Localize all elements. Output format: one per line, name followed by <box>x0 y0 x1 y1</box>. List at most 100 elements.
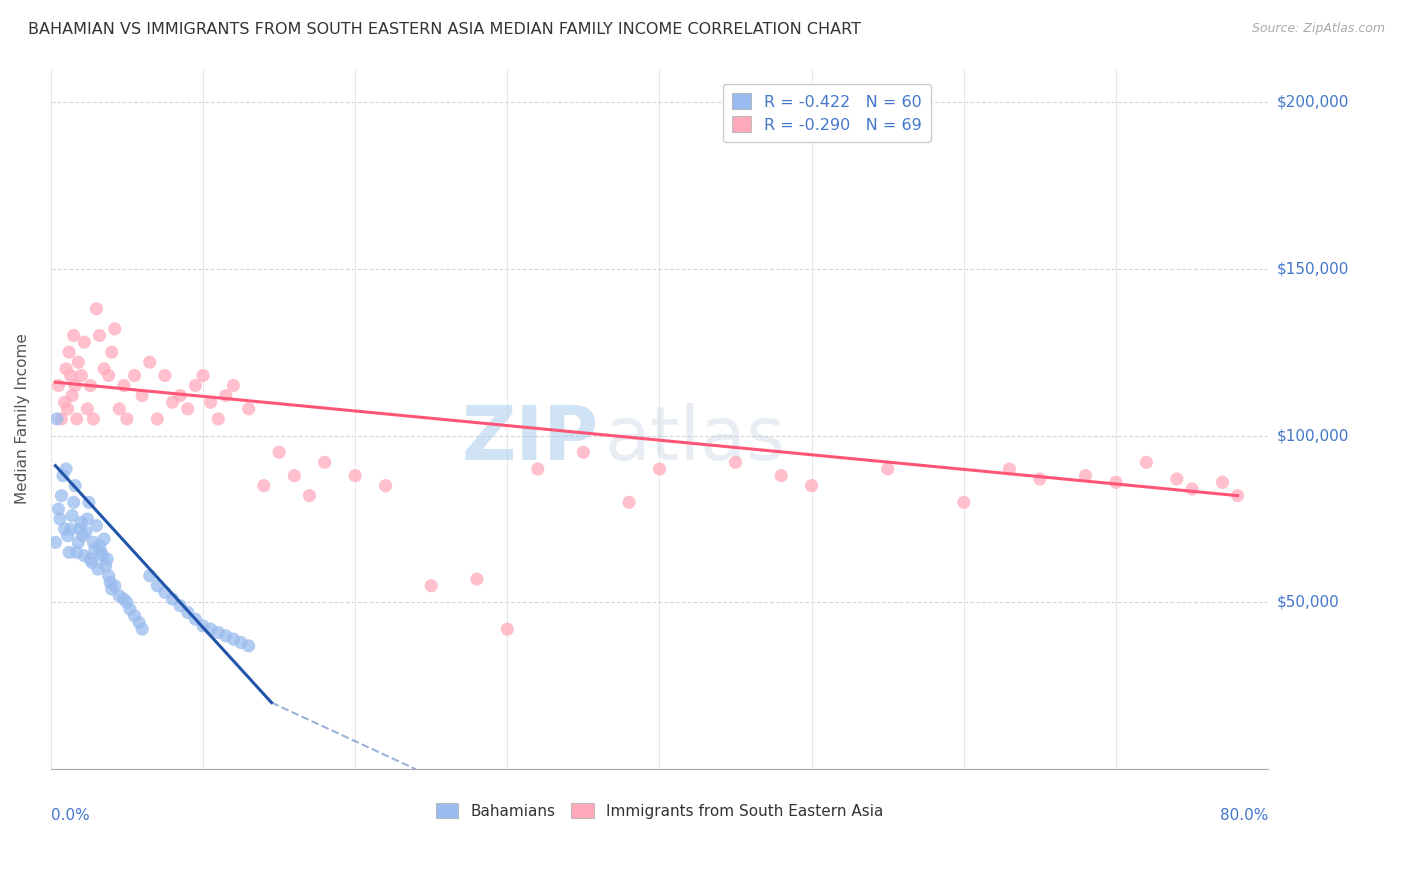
Point <box>153 368 176 383</box>
Point <box>222 632 245 647</box>
Point <box>100 345 122 359</box>
Point <box>876 462 898 476</box>
Point <box>138 355 160 369</box>
Point <box>1226 489 1249 503</box>
Point <box>91 549 114 563</box>
Text: $150,000: $150,000 <box>1277 261 1348 277</box>
Point <box>93 362 115 376</box>
Point <box>58 545 80 559</box>
Point <box>1135 455 1157 469</box>
Point <box>77 495 100 509</box>
Point <box>191 619 214 633</box>
Point <box>104 579 127 593</box>
Point <box>1211 475 1233 490</box>
Point <box>131 388 153 402</box>
Point <box>177 606 200 620</box>
Point <box>200 395 222 409</box>
Point <box>465 572 488 586</box>
Point <box>770 468 793 483</box>
Point <box>73 549 96 563</box>
Point <box>1166 472 1188 486</box>
Point <box>215 388 238 402</box>
Point <box>283 468 305 483</box>
Point <box>112 378 135 392</box>
Point <box>59 368 82 383</box>
Text: atlas: atlas <box>605 403 786 476</box>
Point <box>97 368 120 383</box>
Point <box>63 478 86 492</box>
Point <box>70 368 93 383</box>
Point <box>87 562 110 576</box>
Point <box>115 595 138 609</box>
Point <box>298 489 321 503</box>
Point <box>76 401 98 416</box>
Point <box>84 542 107 557</box>
Point <box>800 478 823 492</box>
Point <box>267 445 290 459</box>
Point <box>86 518 108 533</box>
Point <box>124 608 146 623</box>
Point <box>48 378 70 392</box>
Point <box>1029 472 1052 486</box>
Point <box>1181 482 1204 496</box>
Point <box>89 328 111 343</box>
Point <box>98 575 121 590</box>
Point <box>67 535 90 549</box>
Point <box>49 512 72 526</box>
Point <box>53 522 76 536</box>
Point <box>617 495 640 509</box>
Point <box>82 535 104 549</box>
Text: $100,000: $100,000 <box>1277 428 1348 443</box>
Point <box>67 355 90 369</box>
Text: BAHAMIAN VS IMMIGRANTS FROM SOUTH EASTERN ASIA MEDIAN FAMILY INCOME CORRELATION : BAHAMIAN VS IMMIGRANTS FROM SOUTH EASTER… <box>28 22 860 37</box>
Point <box>100 582 122 596</box>
Point <box>222 378 245 392</box>
Point <box>184 378 207 392</box>
Point <box>79 378 101 392</box>
Point <box>53 395 76 409</box>
Point <box>97 568 120 582</box>
Point <box>45 412 67 426</box>
Point <box>207 625 229 640</box>
Point <box>48 502 70 516</box>
Point <box>146 412 169 426</box>
Point <box>184 612 207 626</box>
Text: Source: ZipAtlas.com: Source: ZipAtlas.com <box>1251 22 1385 36</box>
Point <box>58 345 80 359</box>
Point <box>62 495 84 509</box>
Point <box>94 558 117 573</box>
Point <box>253 478 276 492</box>
Point <box>138 568 160 582</box>
Point <box>1074 468 1097 483</box>
Point <box>572 445 595 459</box>
Point <box>314 455 336 469</box>
Point <box>89 539 111 553</box>
Point <box>998 462 1021 476</box>
Point <box>648 462 671 476</box>
Point <box>169 599 191 613</box>
Point <box>108 589 131 603</box>
Point <box>80 555 103 569</box>
Point <box>79 552 101 566</box>
Point <box>526 462 548 476</box>
Point <box>93 532 115 546</box>
Point <box>146 579 169 593</box>
Text: 0.0%: 0.0% <box>51 808 90 822</box>
Point <box>55 362 77 376</box>
Point <box>108 401 131 416</box>
Point <box>162 592 184 607</box>
Point <box>118 602 141 616</box>
Point <box>56 401 79 416</box>
Point <box>60 508 83 523</box>
Point <box>344 468 367 483</box>
Point <box>90 545 112 559</box>
Point <box>724 455 747 469</box>
Point <box>44 535 66 549</box>
Point <box>73 335 96 350</box>
Point <box>62 328 84 343</box>
Point <box>238 401 260 416</box>
Point <box>59 522 82 536</box>
Point <box>55 462 77 476</box>
Point <box>115 412 138 426</box>
Point <box>56 529 79 543</box>
